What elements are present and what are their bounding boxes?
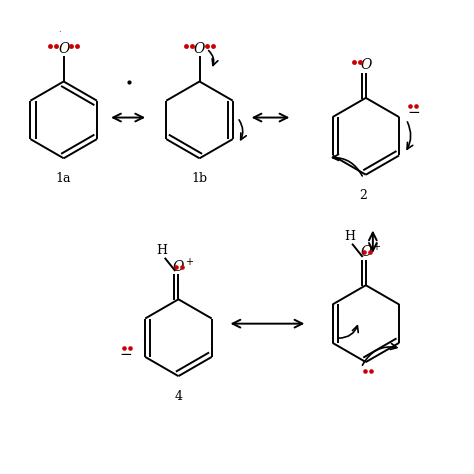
Text: 1a: 1a xyxy=(56,173,72,185)
Text: O: O xyxy=(194,42,205,56)
Text: H: H xyxy=(344,230,355,243)
Text: O: O xyxy=(360,246,372,259)
Text: H: H xyxy=(156,244,167,257)
Text: −: − xyxy=(119,347,132,362)
Text: +: + xyxy=(185,256,193,266)
Text: O: O xyxy=(173,260,184,273)
Text: O: O xyxy=(360,58,372,72)
Text: ·: · xyxy=(58,28,60,37)
Text: 2: 2 xyxy=(360,189,367,202)
Text: 4: 4 xyxy=(174,390,182,403)
Text: 1b: 1b xyxy=(191,173,208,185)
Text: +: + xyxy=(373,243,380,253)
Text: O: O xyxy=(58,42,69,56)
Text: −: − xyxy=(408,105,420,120)
